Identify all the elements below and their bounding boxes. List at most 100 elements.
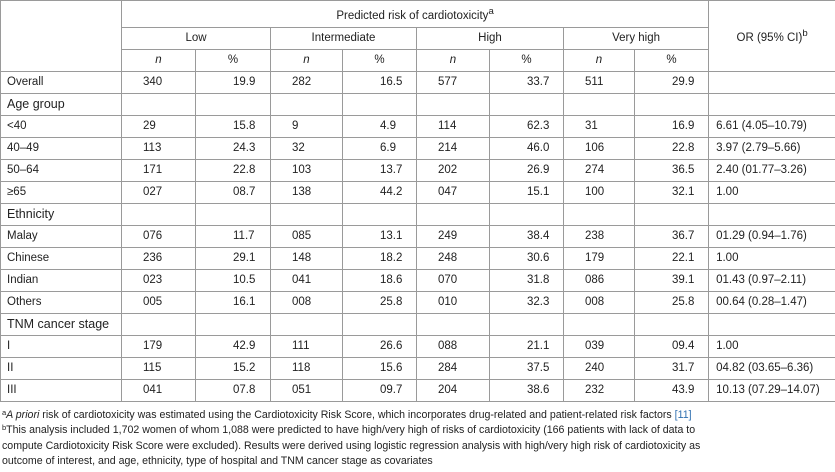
empty-cell (633, 92, 710, 116)
empty-cell (416, 92, 490, 116)
count-cell: 070 (416, 268, 490, 292)
count-cell: 274 (563, 158, 635, 182)
count-cell: 118 (270, 356, 343, 380)
percent-cell: 31.8 (489, 268, 564, 292)
footnote-b: bThis analysis included 1,702 women of w… (2, 423, 832, 438)
odds-ratio-cell: 3.97 (2.79–5.66) (708, 136, 835, 160)
row-label: ≥65 (0, 180, 122, 204)
footnote-b-cont-2: outcome of interest, and age, ethnicity,… (2, 454, 433, 467)
empty-cell (489, 312, 564, 336)
empty-cell (708, 92, 835, 116)
count-cell: 027 (121, 180, 196, 204)
count-cell: 086 (563, 268, 635, 292)
percent-cell: 31.7 (633, 356, 710, 380)
percent-cell: 25.8 (342, 290, 417, 314)
count-cell: 31 (563, 114, 635, 138)
row-label: I (0, 334, 122, 358)
percent-cell: 11.7 (195, 224, 271, 248)
row-label: 50–64 (0, 158, 122, 182)
risk-group-title: Predicted risk of cardiotoxicitya (120, 0, 710, 28)
count-cell: 008 (270, 290, 343, 314)
count-cell: 214 (416, 136, 490, 160)
percent-cell: 25.8 (633, 290, 710, 314)
count-cell: 179 (121, 334, 196, 358)
footnote-b-mark: b (2, 423, 7, 433)
table-row: I 179 42.9 111 26.6 088 21.1 039 09.4 1.00 (0, 334, 835, 358)
percent-column-header: % (342, 48, 417, 72)
table-row: Indian 023 10.5 041 18.6 070 31.8 086 39.1 01.43 … (0, 268, 835, 292)
count-cell: 005 (121, 290, 196, 314)
table-footnotes: aA priori risk of cardiotoxicity was est… (2, 408, 832, 469)
row-label: 40–49 (0, 136, 122, 160)
percent-cell: 26.9 (489, 158, 564, 182)
percent-cell: 18.6 (342, 268, 417, 292)
percent-cell: 16.9 (633, 114, 710, 138)
percent-cell: 09.4 (633, 334, 710, 358)
odds-ratio-cell (708, 70, 835, 94)
odds-ratio-cell: 1.00 (708, 334, 835, 358)
count-cell: 248 (416, 246, 490, 270)
empty-cell (342, 202, 417, 226)
count-cell: 138 (270, 180, 343, 204)
odds-ratio-cell: 01.43 (0.97–2.11) (708, 268, 835, 292)
percent-cell: 15.8 (195, 114, 271, 138)
n-column-header: n (121, 48, 196, 72)
percent-cell: 21.1 (489, 334, 564, 358)
count-cell: 9 (270, 114, 343, 138)
count-cell: 171 (121, 158, 196, 182)
table-row: II 115 15.2 118 15.6 284 37.5 240 31.7 04.82 (03.… (0, 356, 835, 380)
percent-cell: 46.0 (489, 136, 564, 160)
header-row-group: Predicted risk of cardiotoxicitya OR (95… (0, 0, 835, 72)
or-header-text: OR (95% CI) (736, 31, 803, 44)
odds-ratio-cell: 6.61 (4.05–10.79) (708, 114, 835, 138)
row-label: Overall (0, 70, 122, 94)
percent-cell: 39.1 (633, 268, 710, 292)
table-row: ≥65 027 08.7 138 44.2 047 15.1 100 32.1 1.00 (0, 180, 835, 204)
count-cell: 111 (270, 334, 343, 358)
table-row: Malay 076 11.7 085 13.1 249 38.4 238 36.7 01.29 (… (0, 224, 835, 248)
count-cell: 32 (270, 136, 343, 160)
empty-cell (121, 92, 196, 116)
percent-cell: 36.7 (633, 224, 710, 248)
section-label: TNM cancer stage (0, 312, 122, 336)
empty-cell (708, 202, 835, 226)
reference-link[interactable]: [11] (674, 409, 692, 421)
empty-cell (633, 202, 710, 226)
row-label: Indian (0, 268, 122, 292)
count-cell: 511 (563, 70, 635, 94)
count-cell: 202 (416, 158, 490, 182)
percent-cell: 6.9 (342, 136, 417, 160)
percent-cell: 37.5 (489, 356, 564, 380)
count-cell: 284 (416, 356, 490, 380)
count-cell: 29 (121, 114, 196, 138)
footnote-a-mark: a (2, 408, 7, 417)
empty-cell (416, 202, 490, 226)
footnote-a-text: risk of cardiotoxicity was estimated usi… (39, 409, 675, 421)
empty-cell (342, 92, 417, 116)
percent-cell: 19.9 (195, 70, 271, 94)
percent-cell: 29.1 (195, 246, 271, 270)
percent-cell: 22.1 (633, 246, 710, 270)
table-row: Chinese 236 29.1 148 18.2 248 30.6 179 22.1 1.00 (0, 246, 835, 270)
risk-group-title-text: Predicted risk of cardiotoxicity (336, 9, 489, 22)
n-column-header: n (270, 48, 343, 72)
odds-ratio-cell: 01.29 (0.94–1.76) (708, 224, 835, 248)
level-high-header: High (416, 26, 564, 50)
count-cell: 282 (270, 70, 343, 94)
percent-cell: 30.6 (489, 246, 564, 270)
empty-cell (563, 92, 635, 116)
row-label: Others (0, 290, 122, 314)
empty-cell (633, 312, 710, 336)
percent-cell: 4.9 (342, 114, 417, 138)
empty-cell (270, 202, 343, 226)
percent-cell: 09.7 (342, 378, 417, 402)
footnote-b-cont-1: compute Cardiotoxicity Risk Score were e… (2, 439, 701, 452)
count-cell: 232 (563, 378, 635, 402)
count-cell: 010 (416, 290, 490, 314)
empty-cell (195, 92, 271, 116)
footnote-b-line-1: This analysis included 1,702 women of wh… (6, 424, 696, 437)
percent-cell: 22.8 (195, 158, 271, 182)
percent-cell: 08.7 (195, 180, 271, 204)
row-label: II (0, 356, 122, 380)
percent-cell: 16.5 (342, 70, 417, 94)
